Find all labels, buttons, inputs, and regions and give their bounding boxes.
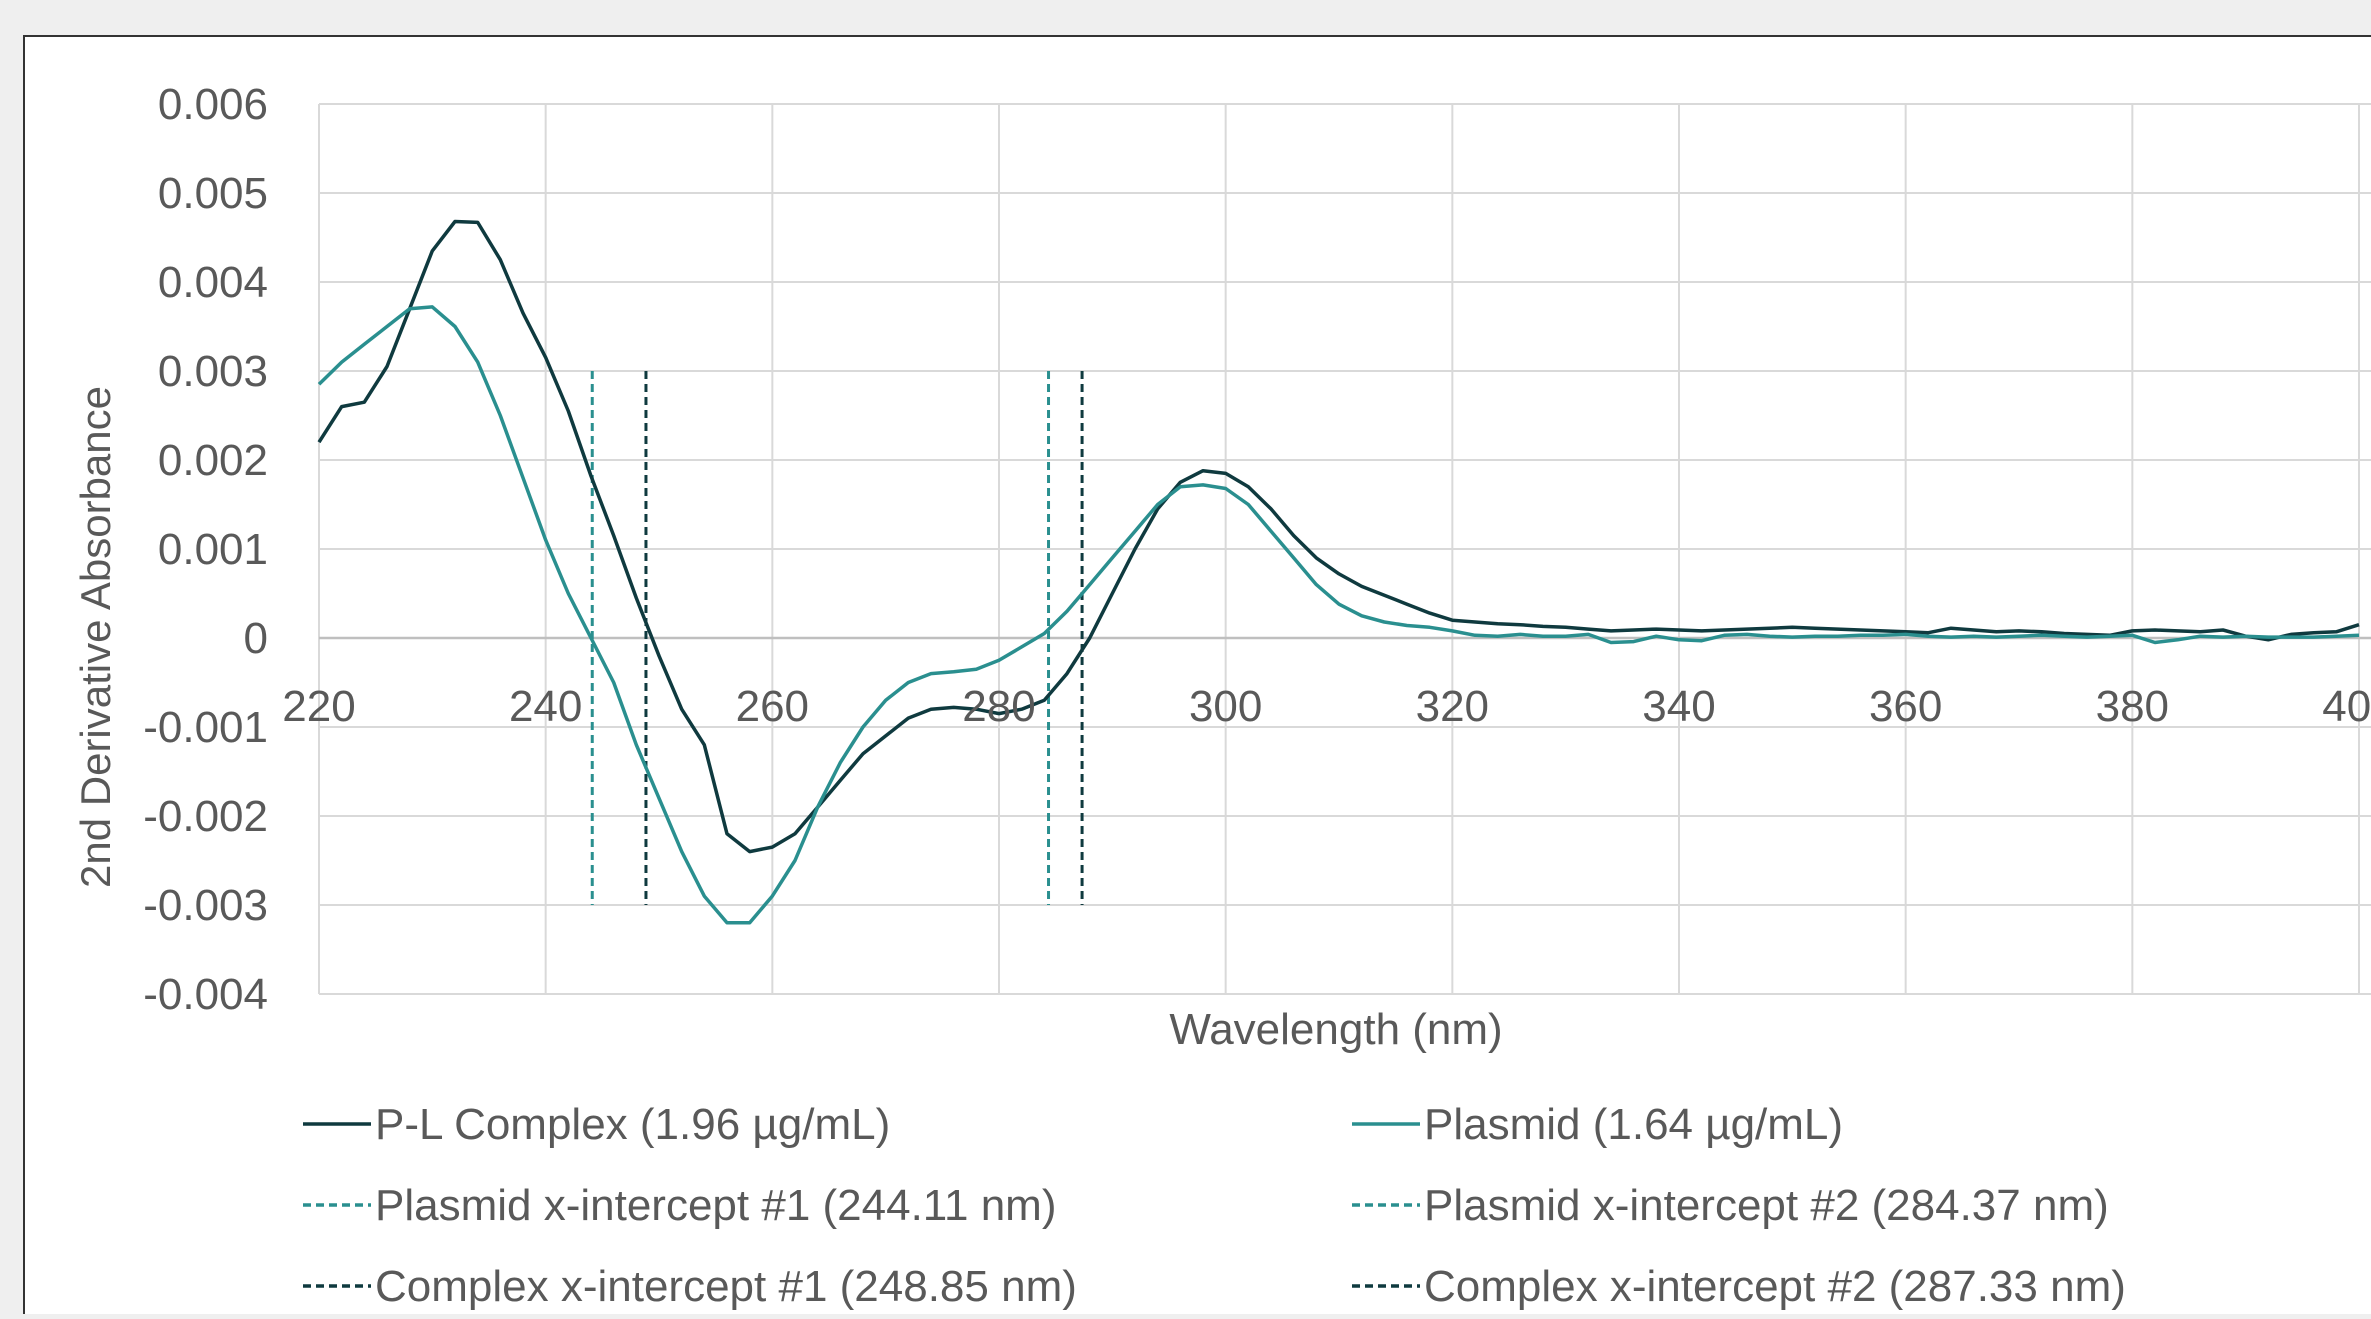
legend-label: Plasmid (1.64 µg/mL)	[1424, 1100, 1843, 1149]
y-tick-label: 0.001	[158, 525, 268, 574]
x-tick-label: 340	[1642, 682, 1715, 731]
y-tick-label: 0.005	[158, 169, 268, 218]
y-tick-label: -0.003	[143, 881, 268, 930]
legend-label: Complex x-intercept #1 (248.85 nm)	[375, 1262, 1077, 1311]
legend-label: Complex x-intercept #2 (287.33 nm)	[1424, 1262, 2126, 1311]
x-tick-label: 380	[2096, 682, 2169, 731]
y-tick-label: 0.003	[158, 347, 268, 396]
y-tick-label: 0	[244, 614, 268, 663]
y-tick-label: 0.002	[158, 436, 268, 485]
x-tick-label: 240	[509, 682, 582, 731]
y-tick-label: 0.006	[158, 80, 268, 129]
x-tick-label: 360	[1869, 682, 1942, 731]
legend-label: Plasmid x-intercept #1 (244.11 nm)	[375, 1181, 1056, 1230]
x-tick-label: 280	[962, 682, 1035, 731]
legend-label: P-L Complex (1.96 µg/mL)	[375, 1100, 890, 1149]
x-tick-label: 300	[1189, 682, 1262, 731]
legend-label: Plasmid x-intercept #2 (284.37 nm)	[1424, 1181, 2109, 1230]
y-tick-label: -0.004	[143, 970, 268, 1019]
y-tick-label: 0.004	[158, 258, 268, 307]
x-tick-label: 260	[736, 682, 809, 731]
x-axis-label: Wavelength (nm)	[1169, 1005, 1502, 1054]
y-tick-label: -0.001	[143, 703, 268, 752]
y-tick-label: -0.002	[143, 792, 268, 841]
x-tick-label: 400	[2322, 682, 2371, 731]
x-tick-label: 320	[1416, 682, 1489, 731]
y-axis-label: 2nd Derivative Absorbance	[72, 386, 119, 888]
x-tick-label: 220	[282, 682, 355, 731]
